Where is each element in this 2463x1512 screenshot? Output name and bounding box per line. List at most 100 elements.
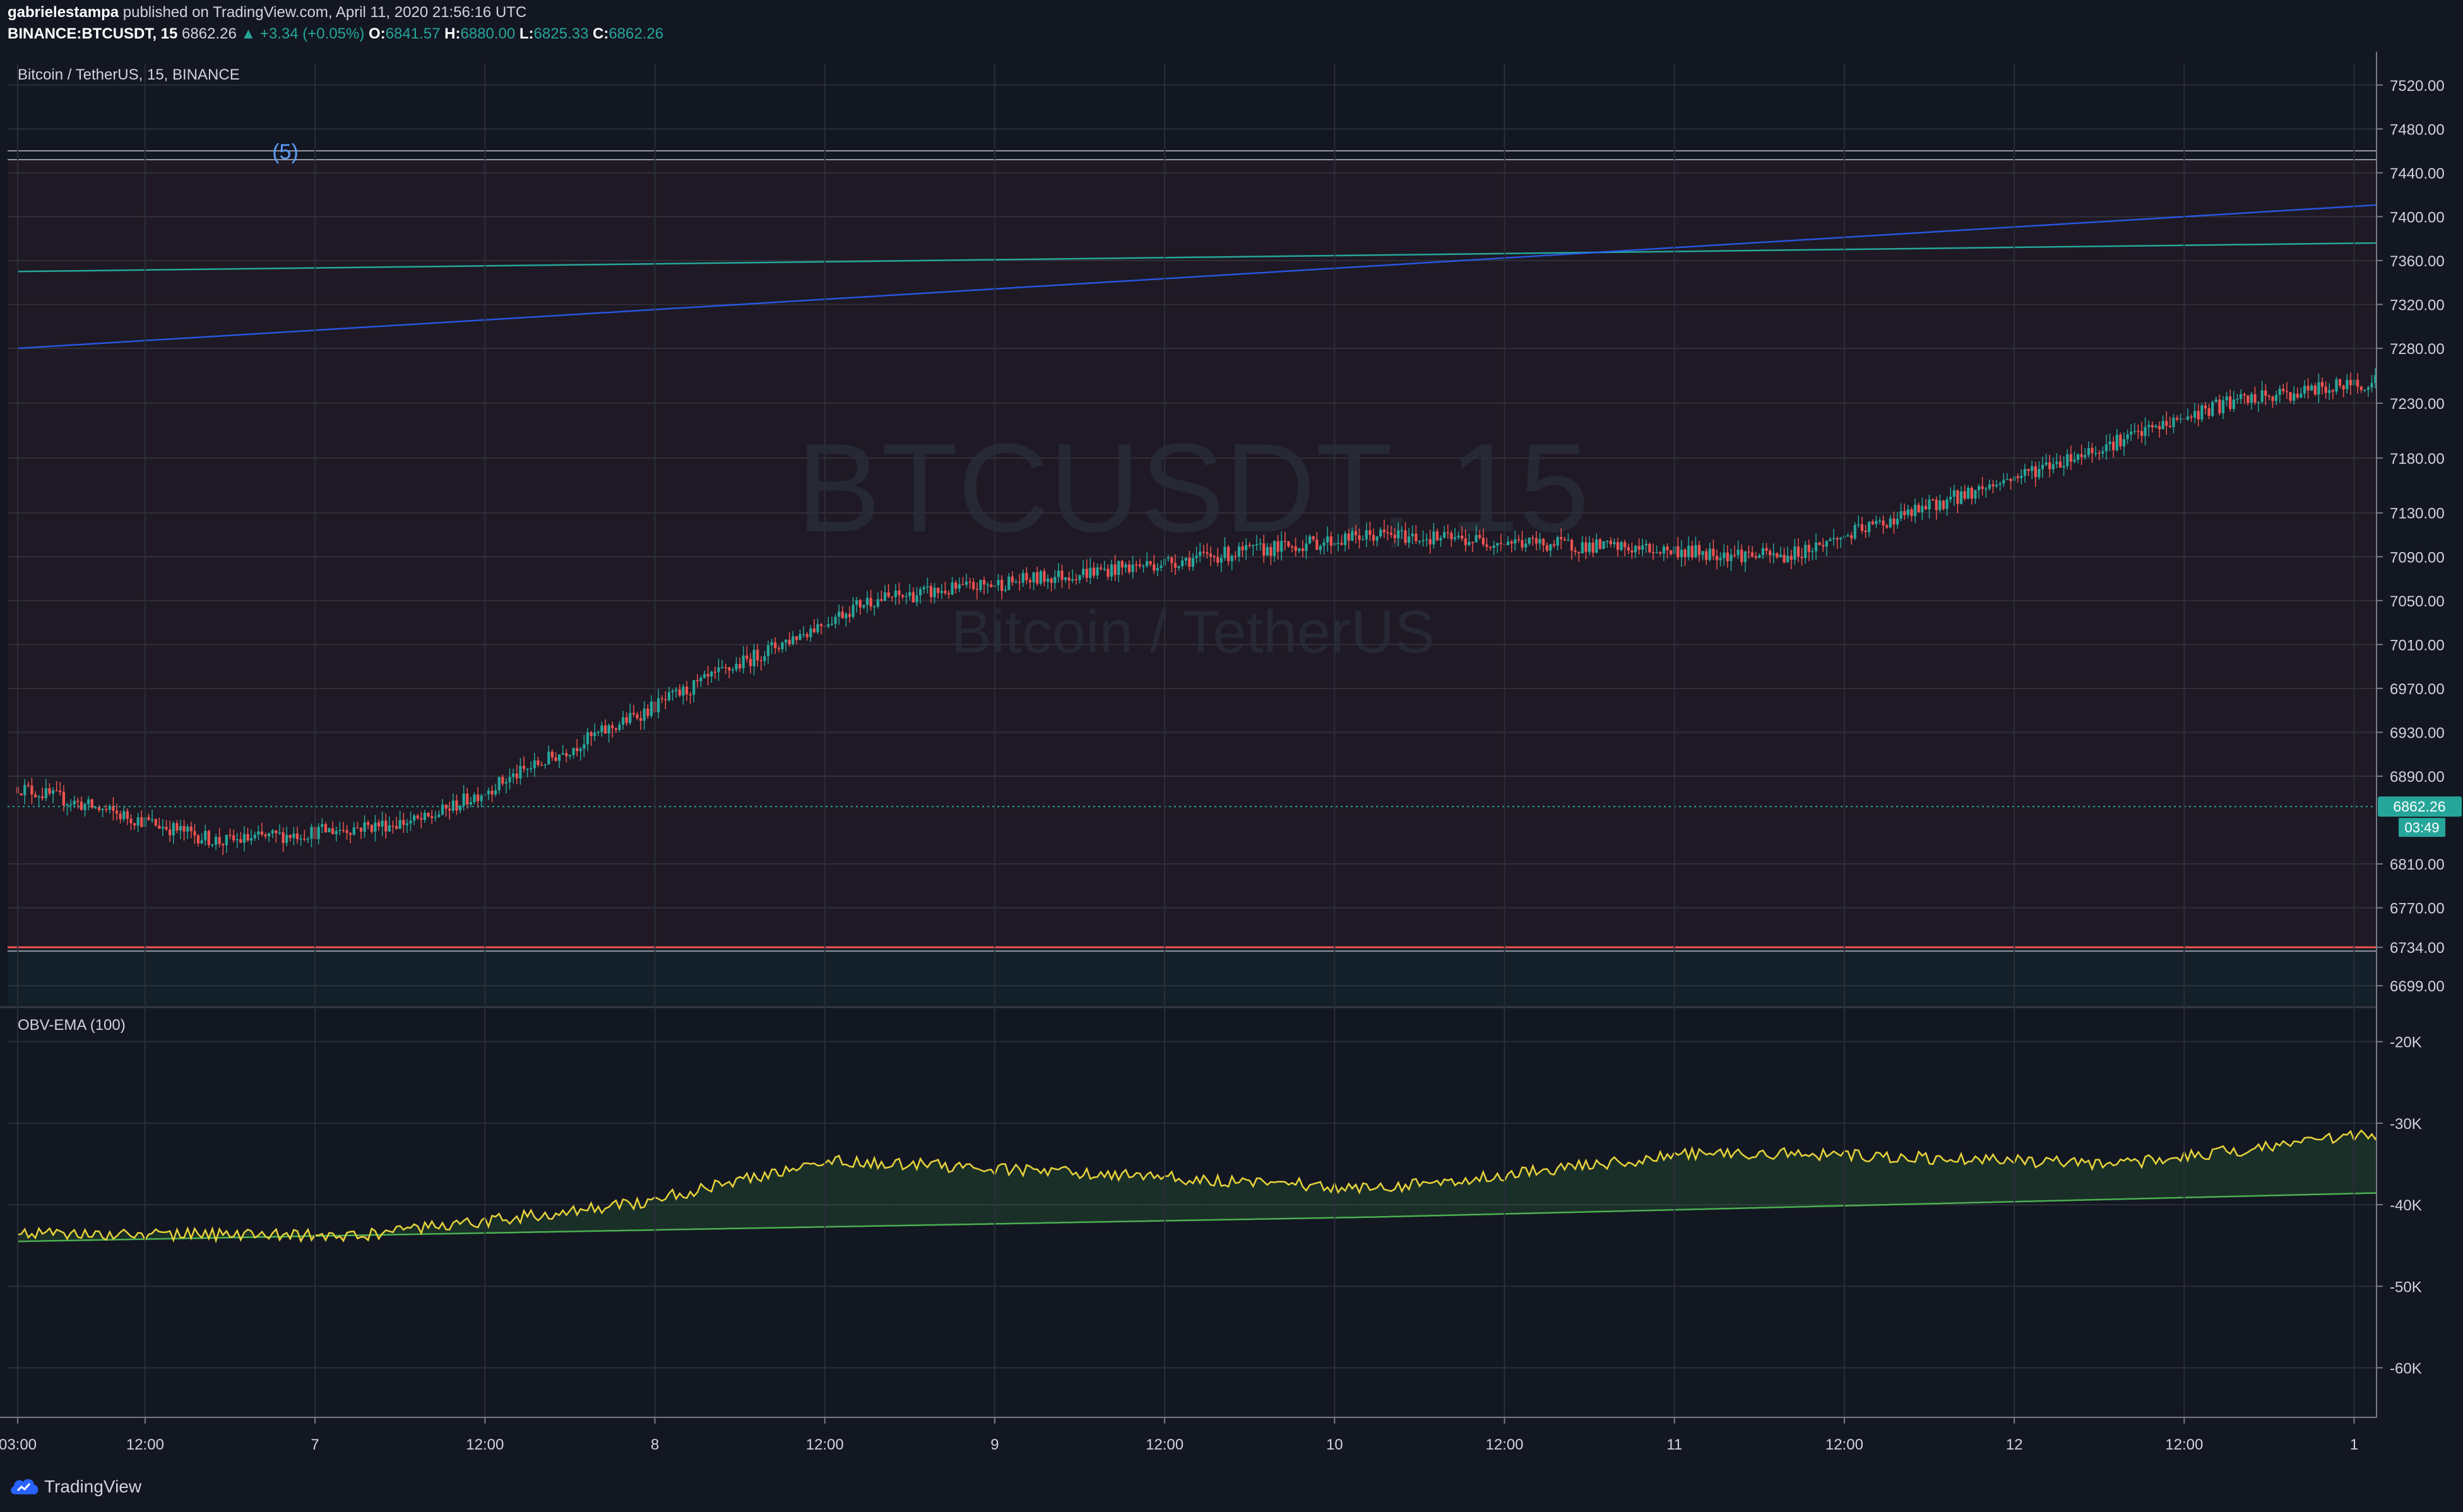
author-name[interactable]: gabrielestampa — [8, 4, 119, 21]
candle-body — [444, 805, 448, 809]
candle-body — [2051, 464, 2055, 470]
candle-body — [1705, 551, 1708, 560]
candle-body — [2374, 375, 2377, 383]
candle-body — [1142, 565, 1145, 567]
candle-body — [1591, 542, 1594, 553]
candle-body — [1786, 555, 1789, 563]
candle-body — [352, 827, 355, 835]
candle-body — [2041, 464, 2045, 470]
candle-body — [2076, 454, 2080, 460]
candle-body — [1375, 536, 1379, 541]
candle-body — [2221, 400, 2225, 413]
candle-body — [317, 827, 320, 839]
candle-body — [1814, 542, 1818, 552]
candle-body — [59, 790, 62, 793]
candle-body — [781, 642, 784, 649]
candle-body — [795, 636, 798, 641]
candle-body — [554, 757, 557, 761]
candle-body — [621, 717, 625, 725]
candle-body — [664, 699, 667, 700]
price-pane[interactable]: BTCUSDT, 15 Bitcoin / TetherUS (5) Bitco… — [8, 63, 2463, 1007]
candle-body — [689, 694, 692, 695]
candle-body — [1053, 577, 1057, 583]
candle-body — [108, 805, 111, 810]
candle-body — [250, 838, 253, 841]
candle-body — [770, 642, 773, 646]
candle-body — [1368, 530, 1372, 535]
candle-body — [696, 680, 699, 682]
candle-body — [76, 800, 80, 802]
candle-body — [501, 777, 504, 784]
candle-body — [1170, 557, 1173, 564]
candle-body — [1882, 520, 1885, 526]
symbol-label[interactable]: BINANCE:BTCUSDT, 15 — [8, 25, 178, 42]
candle-body — [898, 590, 901, 596]
candle-body — [1850, 535, 1853, 539]
candle-body — [1807, 545, 1810, 552]
candle-body — [1885, 525, 1889, 528]
candle-body — [73, 800, 76, 805]
candle-body — [788, 639, 791, 644]
candle-body — [583, 744, 586, 749]
candle-body — [1772, 553, 1775, 555]
candle-body — [1226, 546, 1230, 562]
candle-body — [268, 833, 271, 837]
candle-body — [1690, 545, 1694, 558]
candle-body — [420, 818, 423, 820]
candle-body — [699, 677, 703, 682]
candle-body — [232, 835, 235, 841]
candle-body — [1524, 543, 1528, 548]
candle-body — [2048, 462, 2051, 470]
candle-body — [766, 645, 770, 656]
candle-body — [1655, 552, 1658, 553]
candle-body — [926, 586, 929, 588]
candle-body — [1949, 497, 1952, 500]
candle-body — [1184, 557, 1187, 561]
candle-body — [1475, 535, 1478, 543]
candle-body — [1630, 550, 1634, 553]
candle-body — [409, 820, 412, 824]
candle-body — [306, 839, 309, 840]
candle-body — [2144, 427, 2147, 436]
candle-body — [2165, 421, 2168, 426]
candle-body — [1683, 549, 1687, 557]
candle-body — [218, 837, 221, 844]
candle-body — [494, 790, 497, 794]
candle-body — [2253, 394, 2257, 403]
candle-body — [2101, 451, 2104, 454]
candle-body — [44, 788, 47, 798]
candle-body — [413, 815, 416, 821]
candle-body — [179, 825, 182, 830]
candle-body — [1294, 546, 1297, 551]
candle-body — [858, 600, 862, 608]
candle-body — [1878, 520, 1882, 522]
candle-body — [1213, 556, 1216, 558]
candle-body — [2112, 441, 2115, 451]
candle-body — [1998, 483, 2002, 485]
candle-body — [1574, 550, 1577, 552]
candle-body — [2225, 396, 2228, 401]
candle-body — [321, 824, 324, 827]
candle-body — [1726, 552, 1729, 562]
candle-body — [1078, 575, 1081, 581]
candle-body — [359, 827, 363, 832]
candle-body — [784, 639, 788, 643]
candle-body — [565, 753, 568, 757]
candle-body — [242, 834, 246, 843]
candle-body — [172, 823, 175, 836]
candle-body — [961, 584, 964, 586]
candle-body — [1708, 548, 1711, 560]
candle-body — [1499, 543, 1502, 544]
candle-body — [2157, 425, 2161, 430]
candle-body — [204, 830, 207, 841]
change-label: ▲ +3.34 (+0.05%) — [240, 25, 365, 42]
candle-body — [728, 667, 731, 671]
candle-body — [51, 790, 55, 794]
candle-body — [632, 712, 635, 715]
open-key: O: — [369, 25, 386, 42]
candle-body — [402, 820, 405, 825]
chart-canvas[interactable]: BTCUSDT, 15 Bitcoin / TetherUS (5) Bitco… — [0, 52, 2463, 1468]
candle-body — [1584, 542, 1588, 552]
candle-body — [193, 831, 196, 836]
candle-body — [119, 813, 122, 820]
